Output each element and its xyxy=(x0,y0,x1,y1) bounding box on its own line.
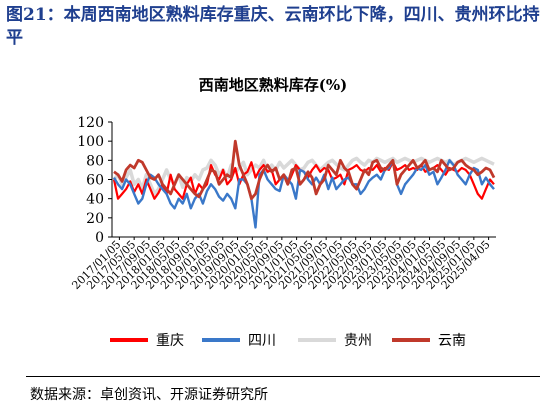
legend-item-yunnan: 云南 xyxy=(392,330,466,350)
y-tick-label: 20 xyxy=(86,211,104,227)
legend-swatch-chongqing xyxy=(110,338,148,342)
legend-item-guizhou: 贵州 xyxy=(298,330,372,350)
legend-item-chongqing: 重庆 xyxy=(110,330,184,350)
y-tick-label: 80 xyxy=(86,153,104,169)
chart-legend: 重庆 四川 贵州 云南 xyxy=(0,330,546,352)
legend-label-yunnan: 云南 xyxy=(438,333,466,349)
legend-label-sichuan: 四川 xyxy=(248,333,276,349)
y-tick-label: 60 xyxy=(86,173,104,189)
legend-swatch-guizhou xyxy=(298,338,336,342)
line-chart: 0204060801001202017/01/052017/05/052017/… xyxy=(69,115,496,292)
y-tick-label: 0 xyxy=(95,230,104,246)
legend-item-sichuan: 四川 xyxy=(202,330,276,350)
legend-swatch-sichuan xyxy=(202,338,240,342)
chart-title: 西南地区熟料库存(%) xyxy=(198,76,348,94)
legend-swatch-yunnan xyxy=(392,338,430,342)
source-divider xyxy=(26,376,540,377)
series-line-yunnan xyxy=(113,139,496,201)
y-tick-label: 40 xyxy=(86,192,104,208)
legend-label-chongqing: 重庆 xyxy=(156,333,184,349)
y-tick-label: 100 xyxy=(77,134,104,150)
series-line-sichuan xyxy=(112,159,495,229)
source-note: 数据来源：卓创资讯、开源证券研究所 xyxy=(30,387,268,403)
y-tick-label: 120 xyxy=(77,115,104,131)
legend-label-guizhou: 贵州 xyxy=(344,333,372,349)
figure-title: 图21：本周西南地区熟料库存重庆、云南环比下降，四川、贵州环比持平 xyxy=(6,5,540,48)
